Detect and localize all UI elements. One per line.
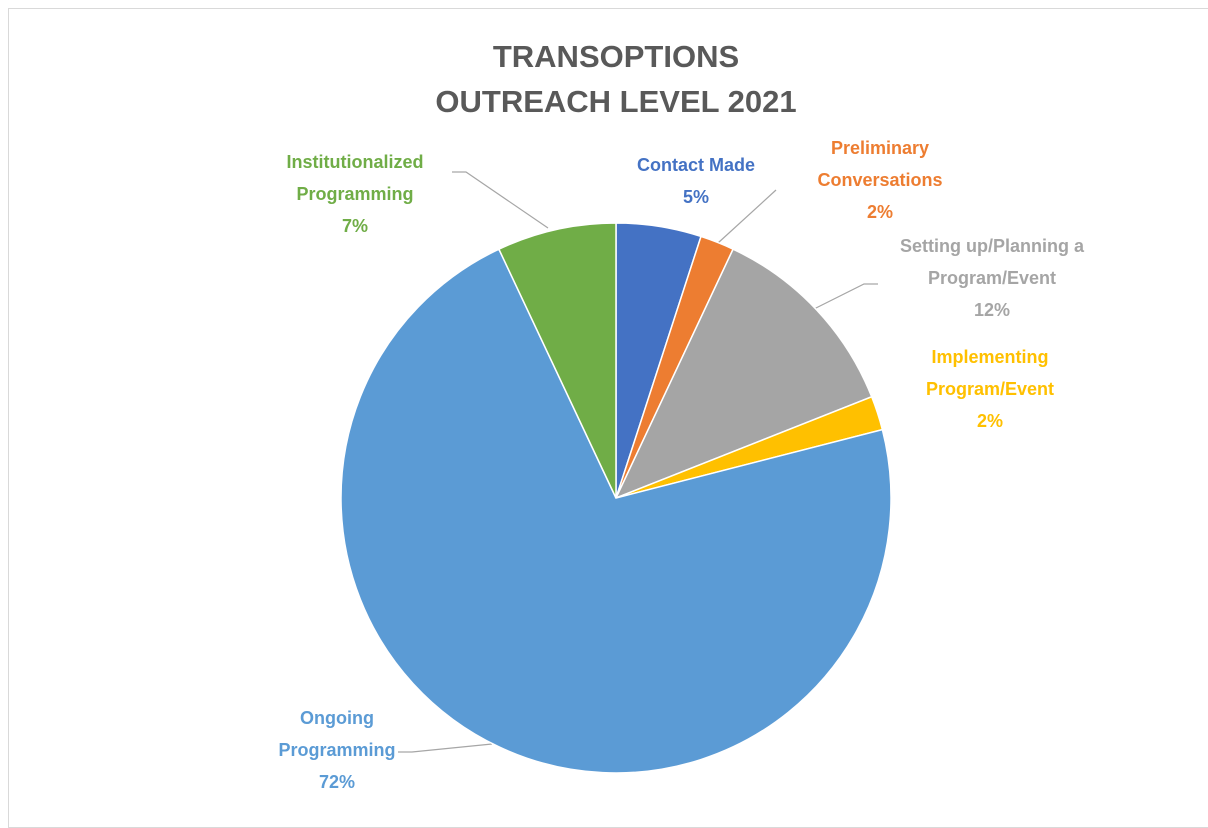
value-label: 2% [866, 202, 893, 222]
leader-line [452, 171, 549, 229]
slice-label: Implementing Program/Event 2% [905, 341, 1075, 437]
leader-lines [398, 171, 878, 753]
value-label: 5% [682, 187, 709, 207]
category-label: Institutionalized Programming [286, 152, 424, 204]
leader-line [717, 189, 777, 244]
slice-label: Ongoing Programming 72% [262, 702, 412, 798]
pie-slice [497, 222, 617, 499]
category-label: Ongoing Programming [278, 708, 396, 760]
slice-label: Preliminary Conversations 2% [800, 132, 960, 228]
slice-label: Contact Made 5% [596, 149, 796, 213]
chart-title: TRANSOPTIONS OUTREACH LEVEL 2021 [435, 39, 797, 119]
category-label: Contact Made [636, 155, 755, 175]
slice-label: Institutionalized Programming 7% [260, 146, 450, 242]
value-label: 72% [318, 772, 356, 792]
pie-slice [340, 248, 892, 774]
slice-label: Setting up/Planning a Program/Event 12% [885, 230, 1100, 326]
value-label: 2% [976, 411, 1003, 431]
category-label: Implementing Program/Event [925, 347, 1055, 399]
value-label: 7% [341, 216, 368, 236]
leader-line [811, 283, 878, 311]
category-label: Preliminary Conversations [817, 138, 943, 190]
leader-line [398, 743, 493, 753]
value-label: 12% [973, 300, 1011, 320]
pie-slice [614, 248, 873, 500]
category-label: Setting up/Planning a Program/Event [900, 236, 1084, 288]
